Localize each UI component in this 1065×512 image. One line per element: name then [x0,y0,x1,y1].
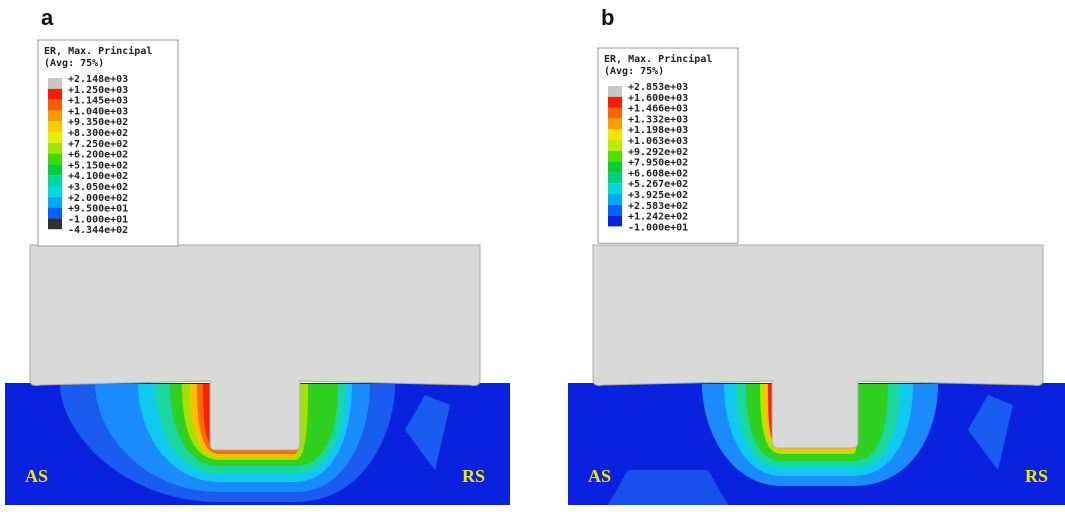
legend-swatch [48,175,62,186]
panel: a AS RS ER, Max. Principal(Avg: 75%) +2.148e… [5,5,510,505]
panel-label: a [41,5,54,30]
legend-entry: +4.100e+02 [68,171,128,182]
legend-swatch [608,150,622,162]
legend-entry: +1.242e+02 [628,212,688,223]
legend-entry: +2.148e+03 [68,74,128,85]
legend-swatch [608,161,622,173]
legend-swatch [608,215,622,227]
legend-entry: +1.466e+03 [628,104,688,115]
legend-entry: +3.050e+02 [68,182,128,193]
legend-swatch [608,204,622,216]
legend-swatch [608,86,622,97]
legend-swatch [48,164,62,176]
legend-swatch [608,194,622,205]
legend-swatch [48,132,62,143]
legend-swatch [48,153,62,165]
legend-swatch [48,196,62,208]
legend-swatch [608,183,622,194]
legend-entry: +8.300e+02 [68,128,128,139]
legend-entry: +3.925e+02 [628,190,688,201]
legend-entry: -1.000e+01 [628,222,688,233]
legend-swatch [608,140,622,151]
legend-entry: +1.198e+03 [628,125,688,136]
legend-swatch [48,88,62,100]
side-label: RS [462,466,485,486]
legend-swatch [608,172,622,184]
legend-entry: -1.000e+01 [68,214,128,225]
contour [968,395,1013,470]
legend-swatch [48,121,62,132]
legend-entry: +5.150e+02 [68,160,128,171]
legend-entry: -4.344e+02 [68,225,128,236]
legend-swatch [608,96,622,108]
legend-swatch [48,99,62,111]
legend-swatch [48,78,62,89]
legend-subtitle: (Avg: 75%) [604,66,664,77]
legend-swatch [608,107,622,119]
side-label: AS [588,466,611,486]
tool [29,244,481,451]
legend-entry: +6.200e+02 [68,150,128,161]
legend-entry: +2.853e+03 [628,82,688,93]
legend-title: ER, Max. Principal [604,53,712,65]
panel-label: b [601,5,614,30]
legend-entry: +1.063e+03 [628,136,688,147]
legend-entry: +1.332e+03 [628,114,688,125]
legend-swatch [48,142,62,154]
side-label: AS [25,466,48,486]
legend-entry: +7.950e+02 [628,158,688,169]
legend-entry: +9.500e+01 [68,204,128,215]
legend-swatch [608,129,622,140]
legend-swatch [48,186,62,197]
panel: b AS RS ER, Max. Principal(Avg: 75%) +2.853e… [568,5,1065,505]
legend-entry: +6.608e+02 [628,168,688,179]
legend-entry: +5.267e+02 [628,179,688,190]
tool [592,244,1044,449]
legend-entry: +1.600e+03 [628,93,688,104]
contour [608,470,728,505]
legend-entry: +7.250e+02 [68,139,128,150]
legend-entry: +2.583e+02 [628,201,688,212]
legend-entry: +1.040e+03 [68,106,128,117]
legend-entry: +1.250e+03 [68,85,128,96]
legend-title: ER, Max. Principal [44,45,152,57]
legend-entry: +2.000e+02 [68,193,128,204]
legend-entry: +1.145e+03 [68,96,128,107]
legend-entry: +9.350e+02 [68,117,128,128]
legend-swatch [48,218,62,230]
contour [405,395,450,470]
legend-swatch [48,207,62,219]
legend-entry: +9.292e+02 [628,147,688,158]
legend-swatch [48,110,62,122]
side-label: RS [1025,466,1048,486]
legend-swatch [608,118,622,130]
legend-subtitle: (Avg: 75%) [44,58,104,69]
